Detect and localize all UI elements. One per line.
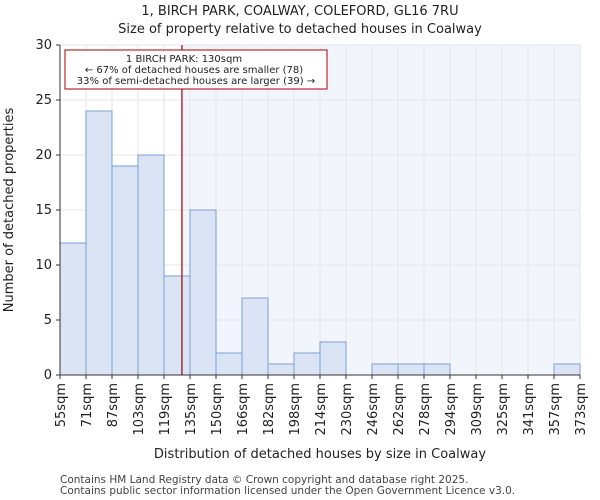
x-tick-label: 214sqm (314, 383, 329, 436)
bar-166sqm (241, 297, 269, 376)
x-tick-label: 309sqm (470, 383, 485, 436)
x-tick-label: 71sqm (80, 383, 95, 427)
bar-119sqm (163, 275, 191, 376)
x-tick-label: 294sqm (444, 383, 459, 436)
plot-area: 0 5 10 15 20 25 30 55sqm 71sqm 87sqm 103sqm 119sqm 1… (35, 38, 589, 436)
bar-198sqm (293, 352, 321, 376)
bar-87sqm (111, 165, 139, 376)
bar-103sqm (137, 154, 165, 376)
bar-55sqm (59, 242, 87, 376)
x-tick-label: 135sqm (184, 383, 199, 436)
bar-135sqm (189, 209, 217, 376)
x-tick-label: 262sqm (392, 383, 407, 436)
x-tick-label: 119sqm (158, 383, 173, 436)
y-tick-label: 10 (35, 258, 52, 273)
footer-line2: Contains public sector information licen… (60, 485, 515, 497)
x-tick-label: 55sqm (54, 383, 69, 427)
y-tick-label: 25 (35, 93, 52, 108)
y-tick-label: 0 (44, 368, 52, 383)
chart-title-line2: Size of property relative to detached ho… (118, 22, 482, 37)
chart-title-line1: 1, BIRCH PARK, COALWAY, COLEFORD, GL16 7… (141, 4, 458, 19)
y-tick-label: 20 (35, 148, 52, 163)
bar-246sqm (371, 363, 399, 376)
bar-182sqm (267, 363, 295, 376)
annotation-line3: 33% of semi-detached houses are larger (… (77, 76, 315, 87)
x-tick-label: 182sqm (262, 383, 277, 436)
bar-150sqm (215, 352, 243, 376)
x-tick-label: 103sqm (132, 383, 147, 436)
y-axis-label: Number of detached properties (2, 108, 17, 313)
annotation-line2: ← 67% of detached houses are smaller (78… (85, 65, 303, 76)
x-tick-label: 373sqm (574, 383, 589, 436)
x-tick-label: 246sqm (366, 383, 381, 436)
x-tick-label: 278sqm (418, 383, 433, 436)
x-tick-label: 150sqm (210, 383, 225, 436)
x-tick-label: 325sqm (496, 383, 511, 436)
y-tick-label: 5 (44, 313, 52, 328)
x-tick-label: 230sqm (340, 383, 355, 436)
footer-line1: Contains HM Land Registry data © Crown c… (60, 474, 468, 486)
bar-262sqm (397, 363, 425, 376)
y-tick-label: 30 (35, 38, 52, 53)
x-tick-label: 166sqm (236, 383, 251, 436)
x-tick-label: 198sqm (288, 383, 303, 436)
bar-278sqm (423, 363, 451, 376)
bar-214sqm (319, 341, 347, 376)
y-tick-label: 15 (35, 203, 52, 218)
x-tick-label: 87sqm (106, 383, 121, 427)
x-tick-label: 341sqm (522, 383, 537, 436)
bar-357sqm (553, 363, 581, 376)
annotation-box (64, 49, 328, 90)
bar-71sqm (85, 110, 113, 376)
annotation-line1: 1 BIRCH PARK: 130sqm (126, 54, 242, 65)
x-axis-label: Distribution of detached houses by size … (154, 447, 486, 462)
x-tick-label: 357sqm (548, 383, 563, 436)
